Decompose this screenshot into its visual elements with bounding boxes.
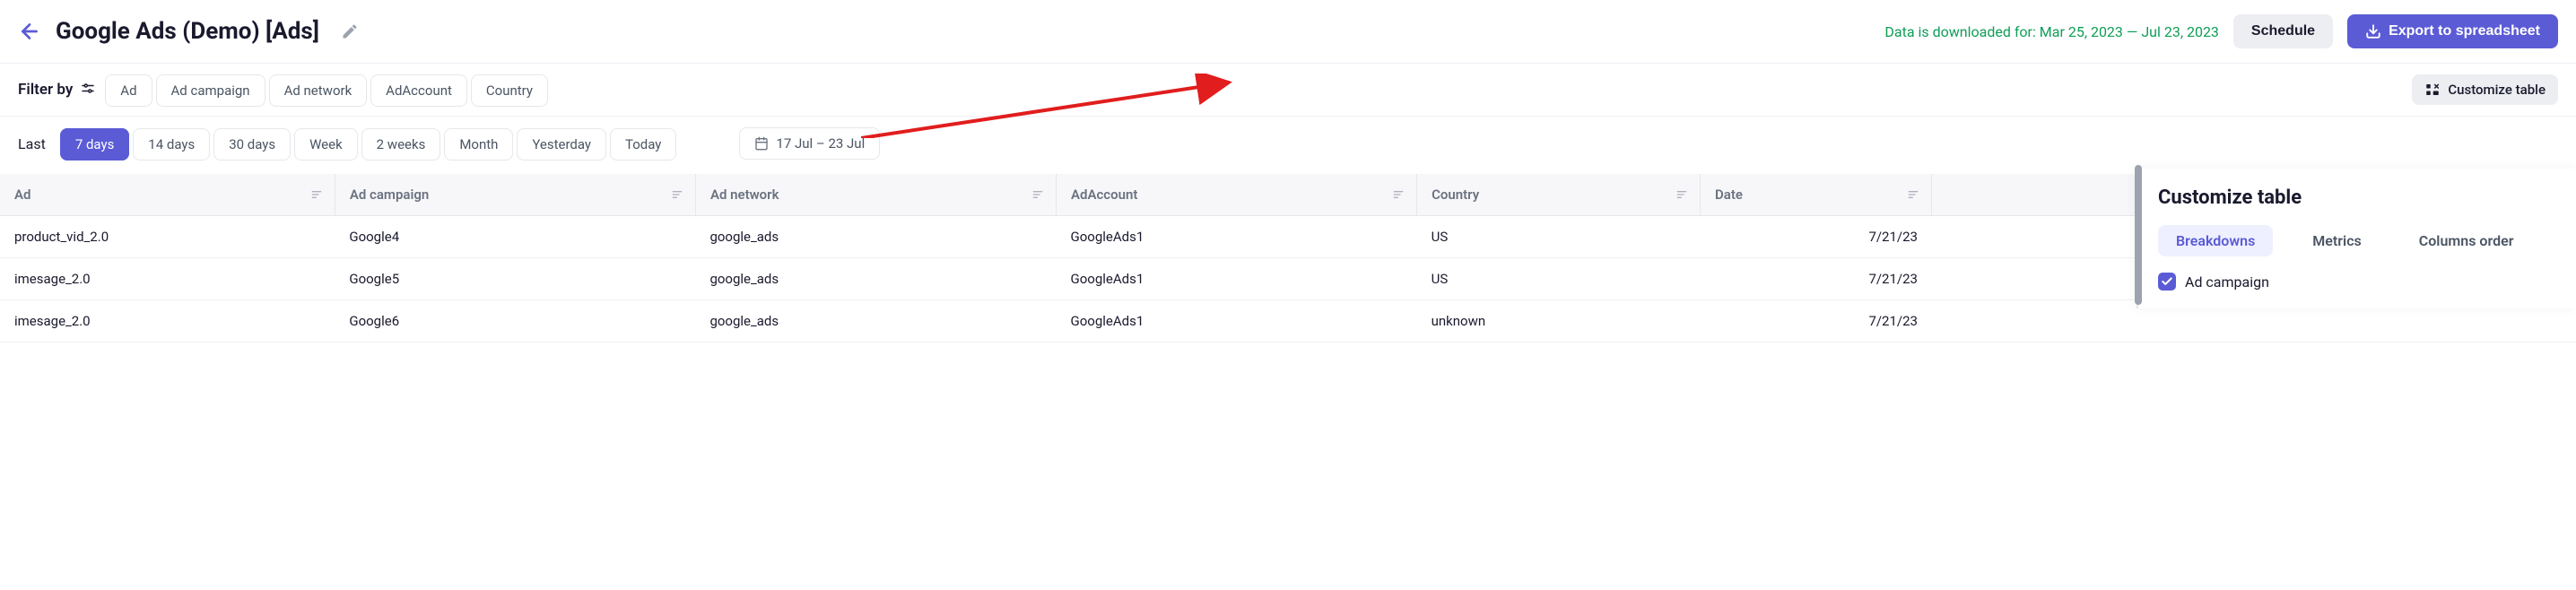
checkbox-checked[interactable]	[2158, 273, 2176, 291]
customize-label: Customize table	[2448, 82, 2546, 98]
panel-tab[interactable]: Columns order	[2401, 225, 2532, 256]
pencil-icon	[341, 22, 359, 40]
sort-icon	[670, 187, 684, 202]
range-chip[interactable]: Today	[610, 128, 676, 161]
sort-icon	[1906, 187, 1920, 202]
column-header[interactable]: Date	[1701, 174, 1932, 216]
breakdown-option-label: Ad campaign	[2185, 273, 2269, 291]
arrow-left-icon	[18, 20, 41, 43]
table-cell: US	[1417, 258, 1701, 300]
filter-label-text: Filter by	[18, 81, 73, 99]
download-status-text: Data is downloaded for: Mar 25, 2023 — J…	[1884, 23, 2219, 40]
column-header[interactable]: Ad	[0, 174, 335, 216]
download-icon	[2365, 23, 2381, 39]
range-chip[interactable]: 14 days	[133, 128, 210, 161]
export-button[interactable]: Export to spreadsheet	[2347, 14, 2558, 48]
customize-table-panel: Customize table Breakdowns Metrics Columns…	[2137, 169, 2576, 308]
column-header[interactable]: AdAccount	[1057, 174, 1417, 216]
filter-chip[interactable]: Ad network	[269, 74, 368, 107]
table-cell: google_ads	[695, 216, 1056, 258]
table-cell: product_vid_2.0	[0, 216, 335, 258]
panel-tab[interactable]: Breakdowns	[2158, 225, 2273, 256]
panel-tabs: Breakdowns Metrics Columns order	[2158, 225, 2556, 256]
table-cell: Google6	[335, 300, 695, 343]
range-chip[interactable]: Month	[444, 128, 513, 161]
table-cell: GoogleAds1	[1057, 258, 1417, 300]
table-cell: imesage_2.0	[0, 300, 335, 343]
filter-label: Filter by	[18, 81, 96, 99]
export-button-label: Export to spreadsheet	[2389, 23, 2540, 39]
range-bar: Last 7 days 14 days 30 days Week 2 weeks…	[0, 117, 2576, 174]
range-chip[interactable]: 7 days	[60, 128, 130, 161]
breakdown-option[interactable]: Ad campaign	[2158, 273, 2556, 291]
panel-scroll-indicator[interactable]	[2135, 165, 2142, 305]
column-header[interactable]: Ad network	[695, 174, 1056, 216]
filter-chip[interactable]: Ad campaign	[156, 74, 265, 107]
schedule-button[interactable]: Schedule	[2233, 14, 2333, 48]
filter-bar: Filter by Ad Ad campaign Ad network AdAc…	[0, 63, 2576, 117]
table-cell: Google5	[335, 258, 695, 300]
range-label: Last	[18, 135, 46, 152]
table-cell: GoogleAds1	[1057, 216, 1417, 258]
page-title: Google Ads (Demo) [Ads]	[56, 18, 319, 45]
panel-title: Customize table	[2158, 187, 2556, 209]
table-cell: 7/21/23	[1701, 300, 1932, 343]
customize-icon	[2424, 82, 2441, 98]
table-cell: imesage_2.0	[0, 258, 335, 300]
range-chip[interactable]: Yesterday	[517, 128, 606, 161]
sort-icon	[1031, 187, 1045, 202]
date-range-picker[interactable]: 17 Jul – 23 Jul	[739, 127, 880, 160]
calendar-icon	[754, 136, 769, 151]
sort-icon	[309, 187, 324, 202]
table-cell: 7/21/23	[1701, 258, 1932, 300]
column-header[interactable]: Country	[1417, 174, 1701, 216]
table-cell: US	[1417, 216, 1701, 258]
table-cell: 7/21/23	[1701, 216, 1932, 258]
table-cell: google_ads	[695, 300, 1056, 343]
range-chip[interactable]: 30 days	[213, 128, 291, 161]
table-cell: unknown	[1417, 300, 1701, 343]
date-range-text: 17 Jul – 23 Jul	[776, 135, 865, 152]
sliders-icon[interactable]	[80, 82, 96, 98]
table-cell: google_ads	[695, 258, 1056, 300]
page-header: Google Ads (Demo) [Ads] Data is download…	[0, 0, 2576, 63]
filter-chip[interactable]: Ad	[105, 74, 152, 107]
filter-chip[interactable]: Country	[471, 74, 548, 107]
table-cell: Google4	[335, 216, 695, 258]
customize-table-button[interactable]: Customize table	[2412, 74, 2558, 105]
check-icon	[2161, 275, 2173, 288]
table-cell: GoogleAds1	[1057, 300, 1417, 343]
filter-chip[interactable]: AdAccount	[370, 74, 467, 107]
sort-icon	[1391, 187, 1405, 202]
range-chip[interactable]: Week	[294, 128, 358, 161]
sort-icon	[1675, 187, 1689, 202]
panel-tab[interactable]: Metrics	[2294, 225, 2379, 256]
column-header[interactable]: Ad campaign	[335, 174, 695, 216]
range-chip[interactable]: 2 weeks	[361, 128, 441, 161]
edit-button[interactable]	[341, 22, 359, 40]
back-button[interactable]	[18, 20, 41, 43]
